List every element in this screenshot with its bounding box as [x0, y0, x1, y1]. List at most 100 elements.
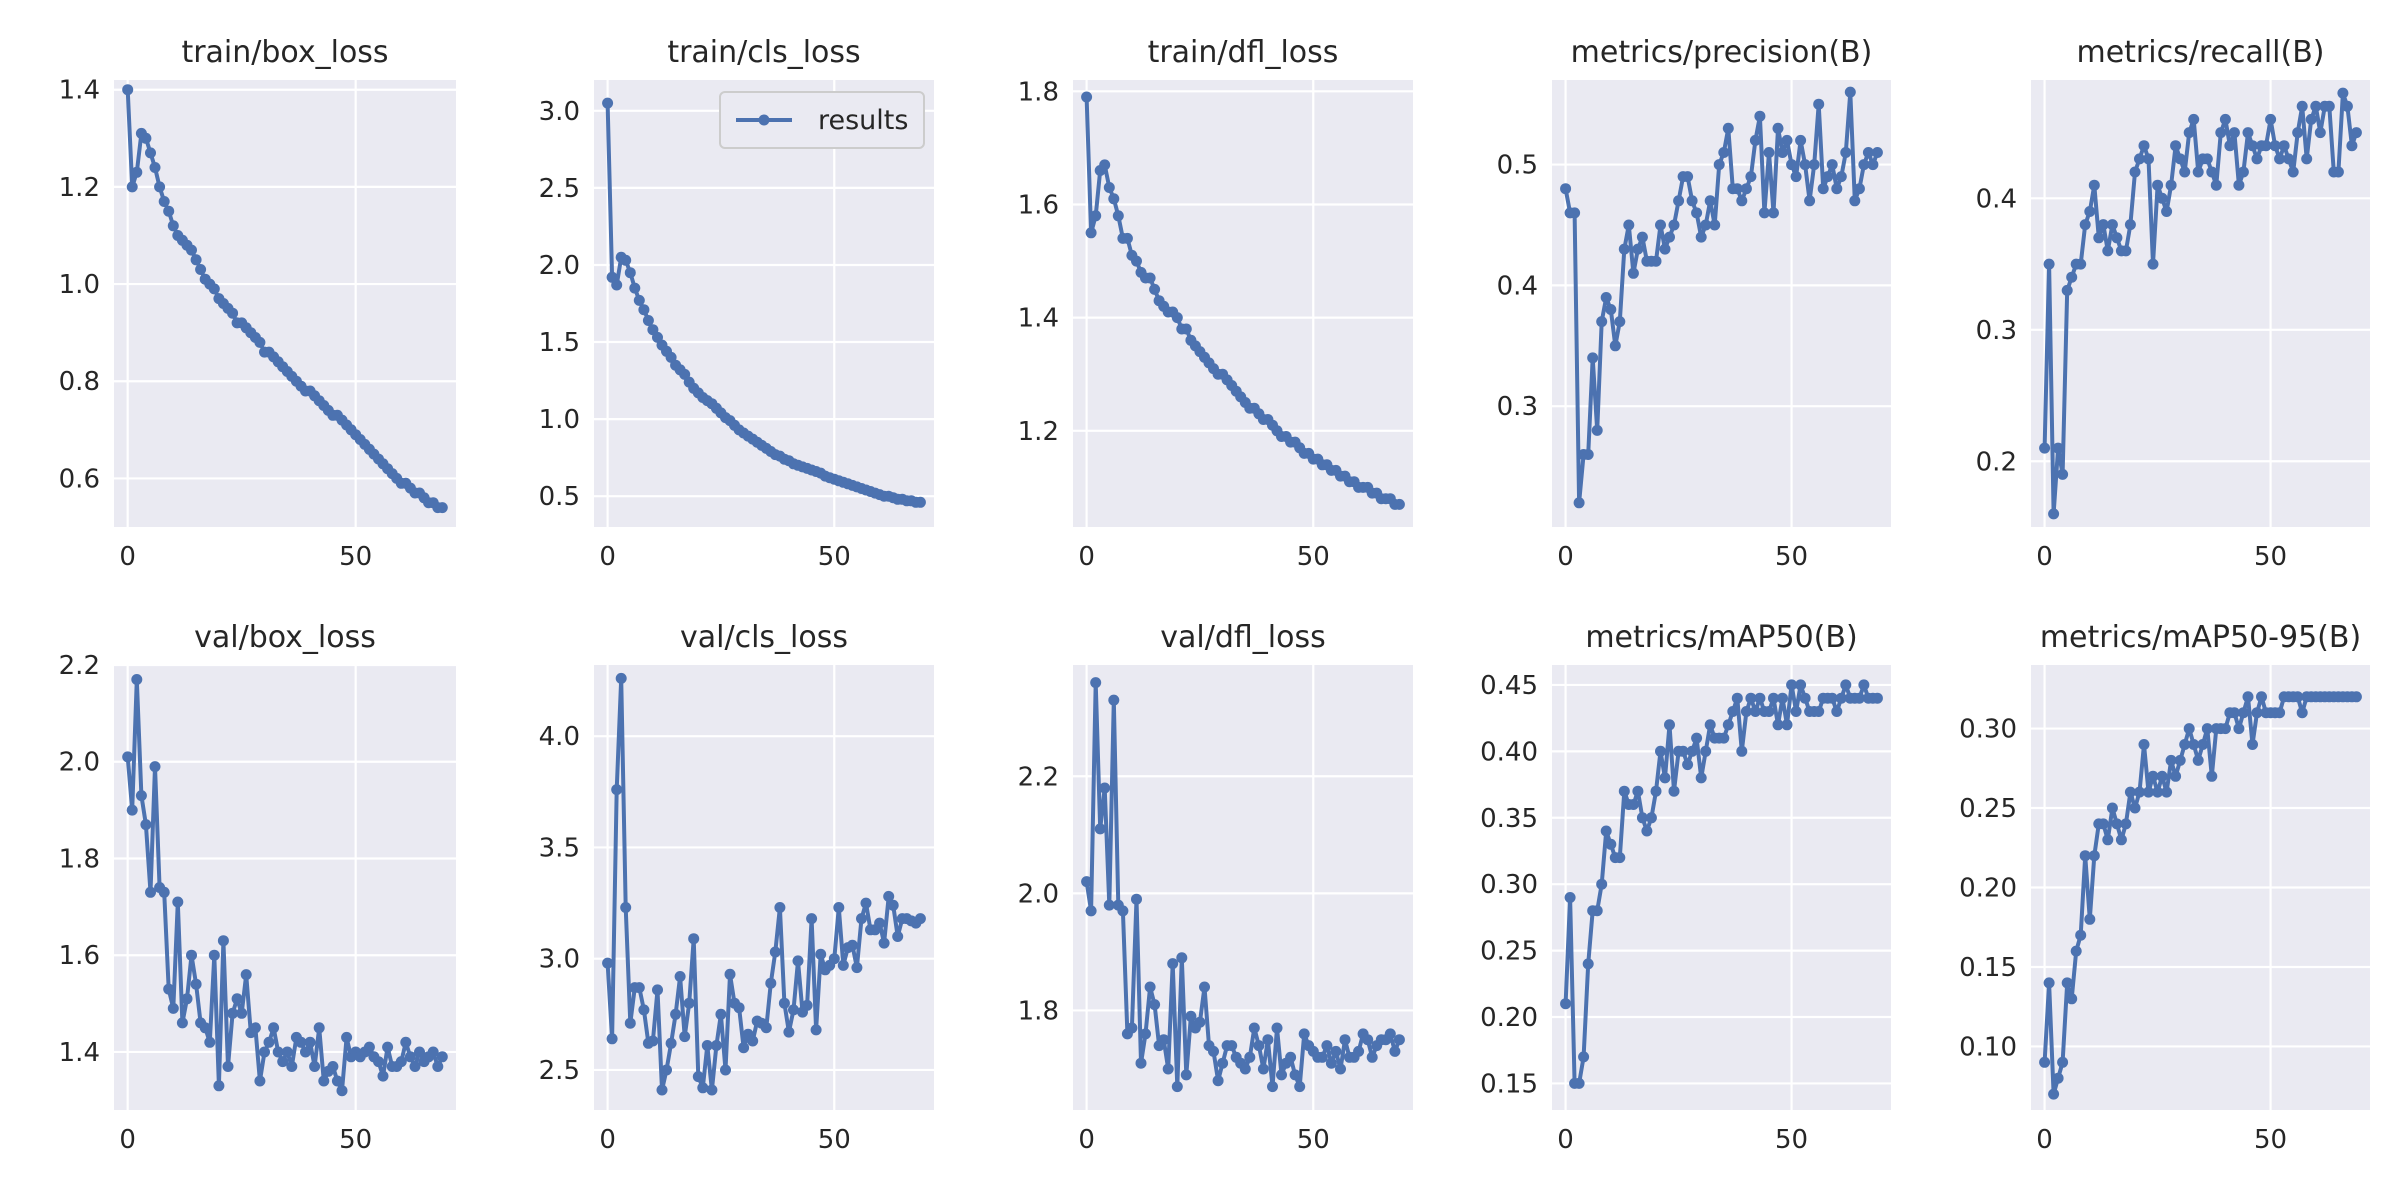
- data-point: [2341, 100, 2353, 112]
- subplot-7: 0 50 2.5 3.0 3.5 4.0 val/cls_loss: [539, 620, 934, 1155]
- data-point: [1389, 1045, 1401, 1057]
- data-point: [1257, 1063, 1269, 1075]
- y-tick-label: 0.30: [1480, 870, 1538, 900]
- data-point: [2165, 754, 2177, 766]
- data-point: [1844, 86, 1856, 98]
- data-point: [2314, 127, 2326, 139]
- data-point: [2052, 1072, 2064, 1084]
- data-point: [1763, 147, 1775, 158]
- data-point: [1722, 719, 1734, 731]
- data-point: [313, 1022, 325, 1034]
- data-point: [1835, 692, 1847, 704]
- y-tick-label: 1.8: [1018, 77, 1059, 107]
- data-point: [1239, 1063, 1251, 1075]
- data-point: [272, 1046, 284, 1058]
- data-point: [1262, 1034, 1274, 1046]
- data-point: [1121, 232, 1133, 244]
- data-point: [341, 1031, 353, 1043]
- data-point: [1740, 706, 1752, 717]
- data-point: [1686, 195, 1698, 207]
- data-point: [833, 902, 845, 913]
- data-point: [2043, 977, 2055, 989]
- data-point: [1858, 159, 1870, 171]
- data-point: [2237, 707, 2249, 719]
- data-point: [1727, 706, 1739, 717]
- data-point: [2102, 245, 2114, 257]
- x-tick-label: 0: [1078, 1125, 1095, 1155]
- data-point: [656, 1084, 668, 1096]
- data-point: [1167, 958, 1179, 970]
- data-point: [2039, 442, 2051, 454]
- subplot-title: val/dfl_loss: [1160, 620, 1325, 655]
- legend-box: [719, 91, 925, 149]
- data-point: [432, 1061, 444, 1072]
- data-point: [1853, 183, 1865, 195]
- data-point: [611, 279, 623, 291]
- data-point: [2206, 770, 2218, 782]
- data-point: [1668, 785, 1680, 797]
- data-point: [2084, 206, 2096, 217]
- y-tick-label: 0.5: [1497, 151, 1538, 181]
- subplot-title: train/dfl_loss: [1148, 35, 1339, 70]
- data-point: [2292, 691, 2304, 703]
- data-point: [652, 984, 663, 996]
- data-point: [2206, 166, 2218, 178]
- data-point: [1853, 692, 1865, 704]
- data-point: [1618, 785, 1630, 797]
- series-line: [2042, 694, 2357, 1097]
- data-point: [2124, 786, 2136, 798]
- data-point: [701, 1040, 713, 1051]
- data-point: [268, 1022, 280, 1034]
- data-point: [2170, 770, 2182, 782]
- data-point: [1564, 892, 1576, 903]
- x-tick-label: 50: [2254, 542, 2287, 572]
- data-point: [1140, 1028, 1151, 1040]
- data-point: [851, 962, 863, 974]
- data-point: [1099, 159, 1111, 171]
- data-point: [1131, 255, 1142, 267]
- data-point: [2310, 100, 2322, 112]
- data-point: [400, 1036, 412, 1048]
- data-point: [1623, 219, 1635, 231]
- data-point: [1768, 207, 1779, 219]
- data-point: [1600, 825, 1612, 837]
- data-point: [277, 1056, 289, 1068]
- data-point: [1081, 876, 1093, 888]
- plot-area: [1552, 80, 1891, 527]
- data-point: [1158, 1034, 1170, 1046]
- data-point: [1659, 772, 1671, 784]
- data-point: [1103, 182, 1115, 193]
- y-tick-label: 0.3: [1497, 392, 1538, 422]
- data-point: [1641, 825, 1653, 837]
- data-point: [1758, 207, 1770, 219]
- y-tick-label: 2.5: [539, 174, 580, 204]
- data-point: [1722, 122, 1734, 134]
- data-point: [2057, 468, 2069, 480]
- data-point: [1149, 283, 1161, 295]
- data-point: [2228, 707, 2240, 719]
- data-point: [1560, 183, 1572, 195]
- data-point: [887, 899, 899, 911]
- data-point: [2337, 87, 2349, 99]
- data-point: [2147, 258, 2159, 270]
- y-tick-label: 0.25: [1959, 794, 2017, 824]
- data-point: [602, 957, 614, 969]
- data-point: [1276, 1069, 1287, 1081]
- data-point: [254, 336, 266, 348]
- data-point: [633, 294, 645, 306]
- y-tick-label: 1.6: [1018, 190, 1059, 220]
- data-point: [1822, 171, 1834, 183]
- data-point: [892, 931, 904, 942]
- data-point: [395, 1056, 407, 1068]
- data-point: [2129, 802, 2141, 814]
- data-point: [720, 1064, 731, 1076]
- data-point: [815, 948, 827, 960]
- x-tick-label: 50: [1775, 1125, 1808, 1155]
- data-point: [914, 913, 926, 925]
- data-point: [1713, 159, 1725, 171]
- data-point: [1248, 1022, 1260, 1034]
- y-tick-label: 0.10: [1959, 1032, 2017, 1062]
- data-point: [1695, 231, 1707, 243]
- data-point: [611, 784, 623, 796]
